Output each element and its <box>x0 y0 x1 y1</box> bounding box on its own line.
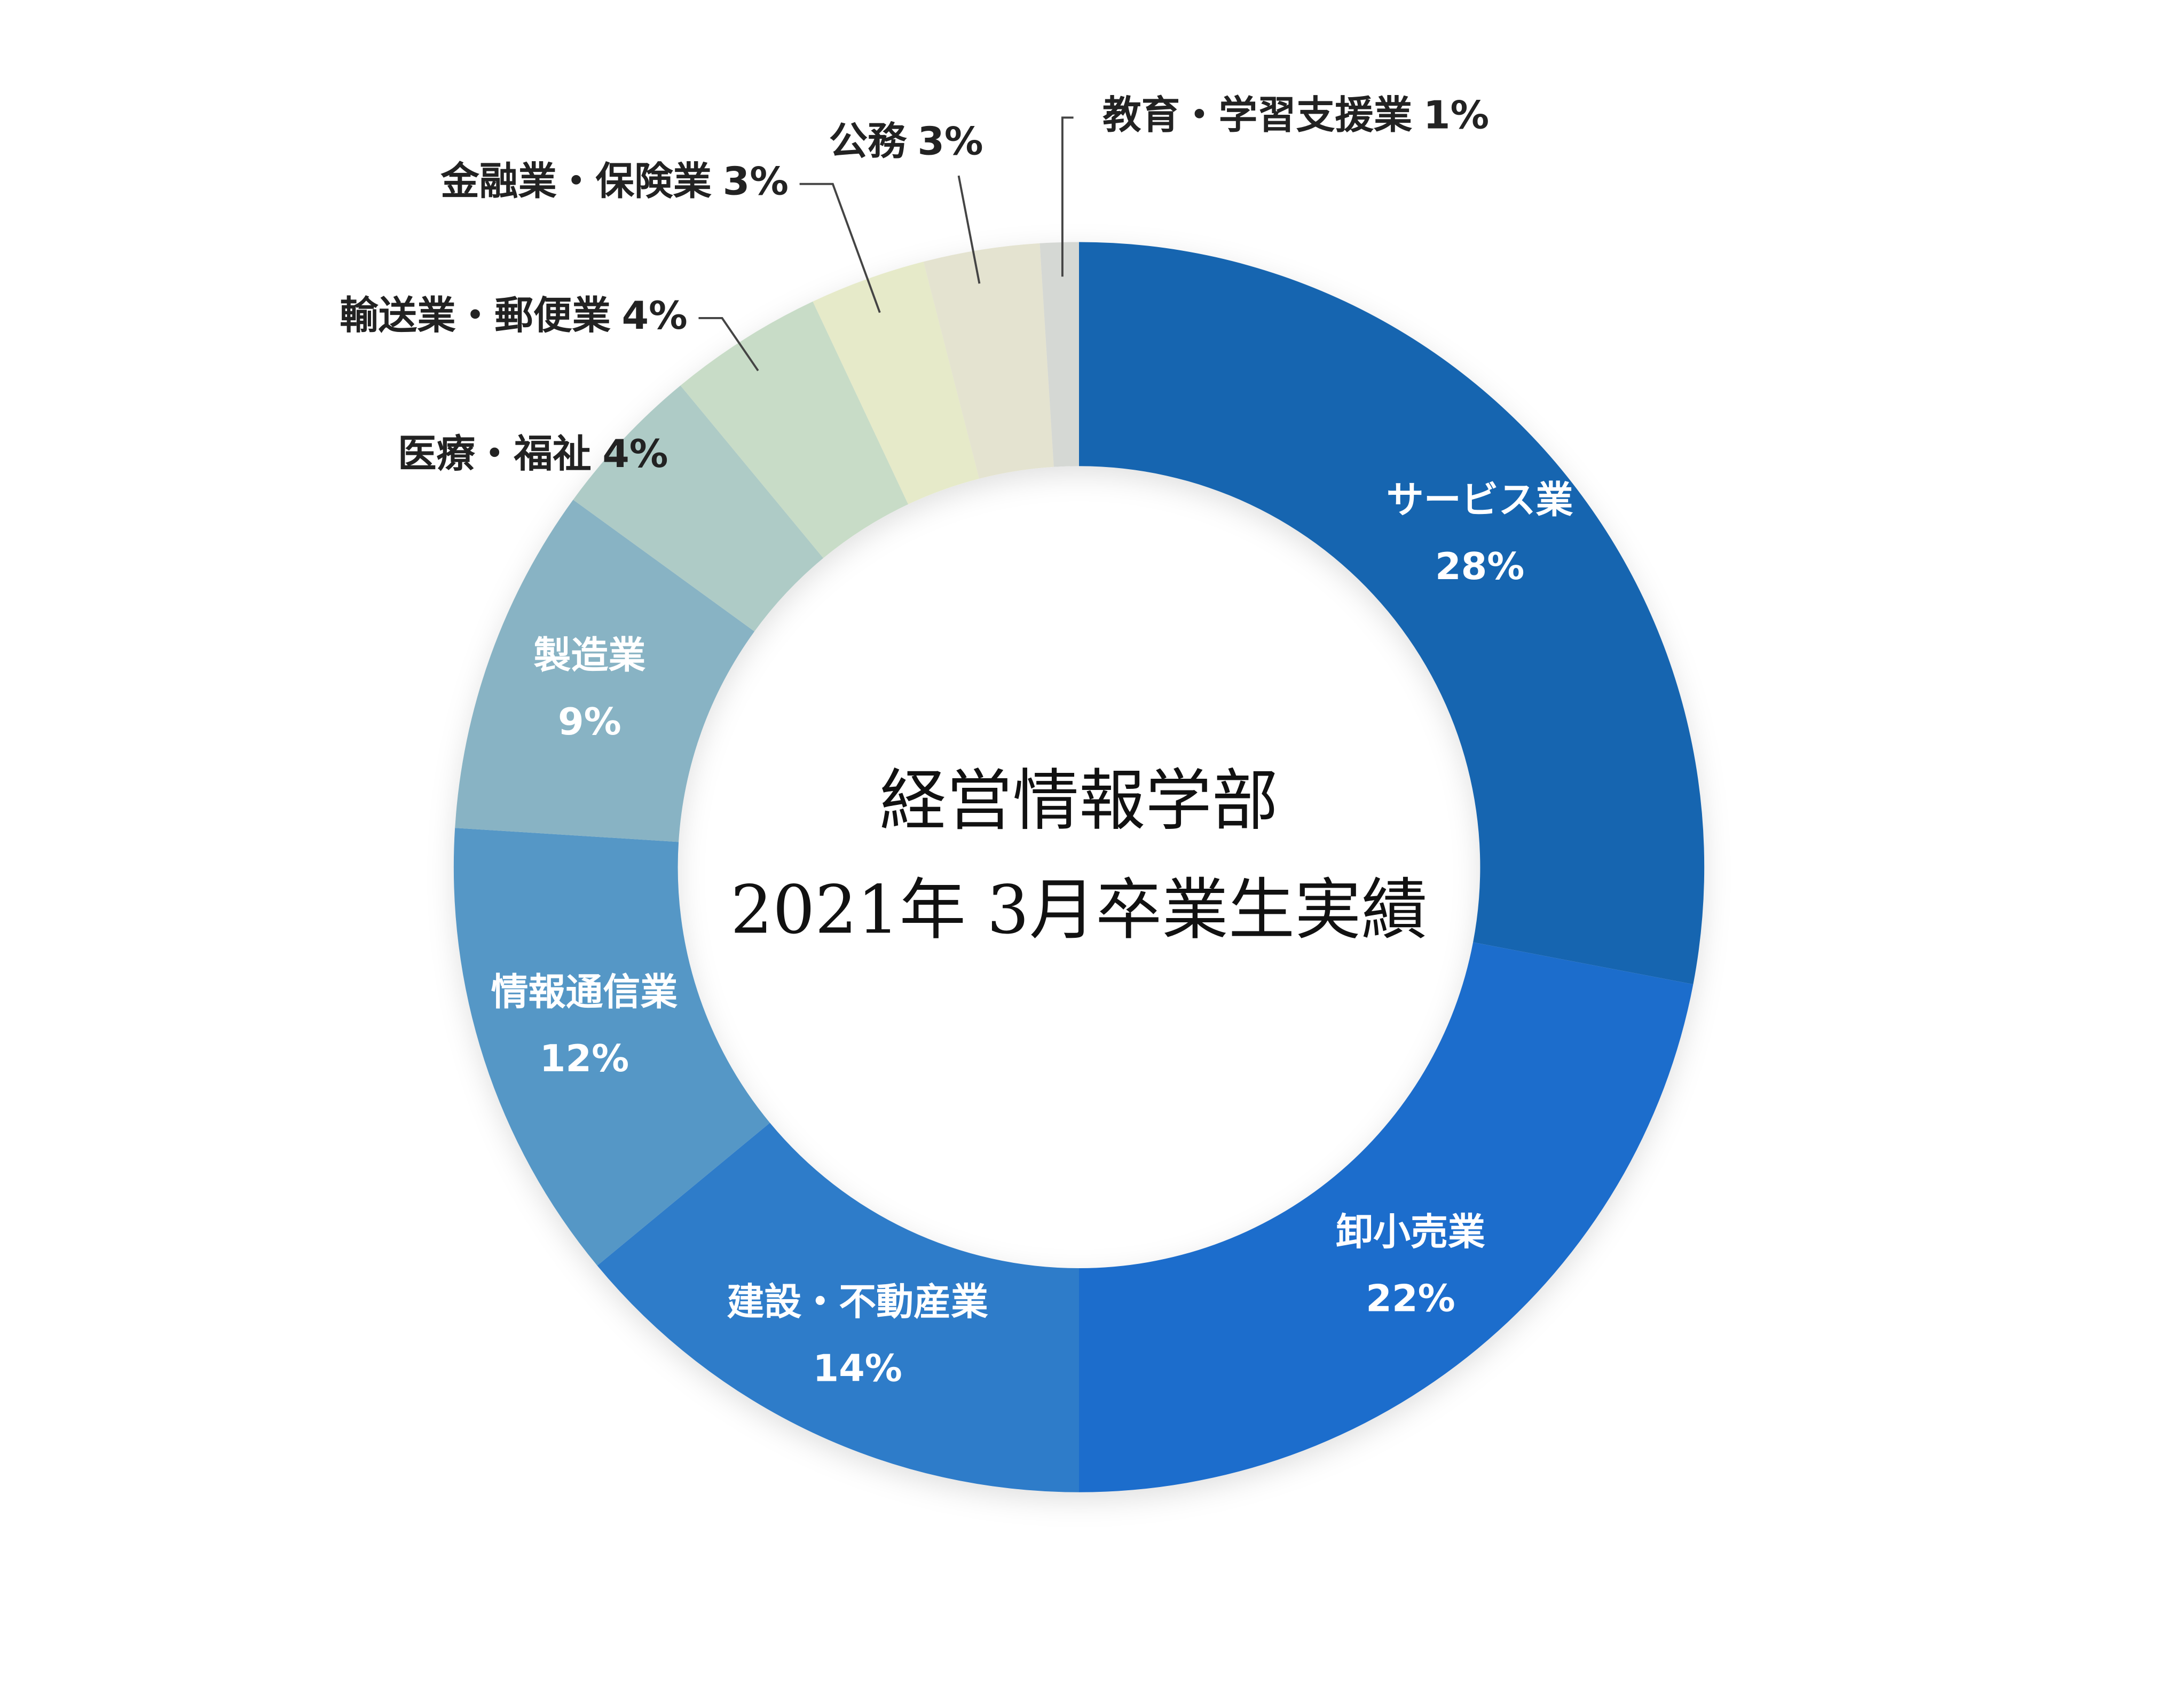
value-label: 22% <box>1366 1277 1455 1320</box>
leader-line <box>698 317 759 371</box>
category-label: 公務 <box>829 120 908 164</box>
donut-slice <box>1079 942 1694 1492</box>
leader-line <box>957 175 981 284</box>
donut-slice <box>1039 242 1079 467</box>
category-label: 輸送業・郵便業 <box>340 294 611 338</box>
category-label: 教育・学習支援業 <box>1102 93 1413 138</box>
value-label: 28% <box>1435 545 1524 588</box>
slice-label: 公務 3% <box>829 120 983 164</box>
leader-line <box>1061 116 1074 277</box>
value-label: 1% <box>1423 93 1489 138</box>
value-label: 12% <box>540 1037 629 1080</box>
category-label: 建設・不動産業 <box>727 1280 988 1324</box>
value-label: 9% <box>558 700 621 744</box>
donut-slice <box>453 828 770 1266</box>
donut-slice <box>813 262 980 504</box>
value-label: 4% <box>622 294 688 338</box>
slice-label: 医療・福祉 4% <box>398 432 668 477</box>
slice-label: 輸送業・郵便業 4% <box>340 294 688 338</box>
donut-slice <box>680 301 909 558</box>
donut-slice <box>923 243 1054 479</box>
value-label: 3% <box>917 120 983 164</box>
chart-subtitle: 2021年 3月卒業生実績 <box>730 872 1428 949</box>
slice-label: 教育・学習支援業 1% <box>1102 93 1489 138</box>
category-label: 情報通信業 <box>491 971 678 1014</box>
value-label: 4% <box>602 432 668 477</box>
donut-slice <box>573 385 824 631</box>
donut-slice <box>597 1122 1079 1492</box>
donut-slice <box>1079 242 1705 985</box>
chart-title: 経営情報学部 <box>880 763 1278 840</box>
donut-slice <box>455 500 755 842</box>
category-label: 製造業 <box>533 634 645 677</box>
donut <box>453 242 1705 1492</box>
category-label: 金融業・保険業 <box>440 160 712 204</box>
slice-label: 金融業・保険業 3% <box>440 160 789 204</box>
leader-line <box>799 183 881 313</box>
value-label: 3% <box>723 160 789 204</box>
category-label: 卸小売業 <box>1336 1211 1485 1254</box>
category-label: サービス業 <box>1387 478 1573 521</box>
value-label: 14% <box>813 1347 902 1390</box>
category-label: 医療・福祉 <box>398 432 592 477</box>
